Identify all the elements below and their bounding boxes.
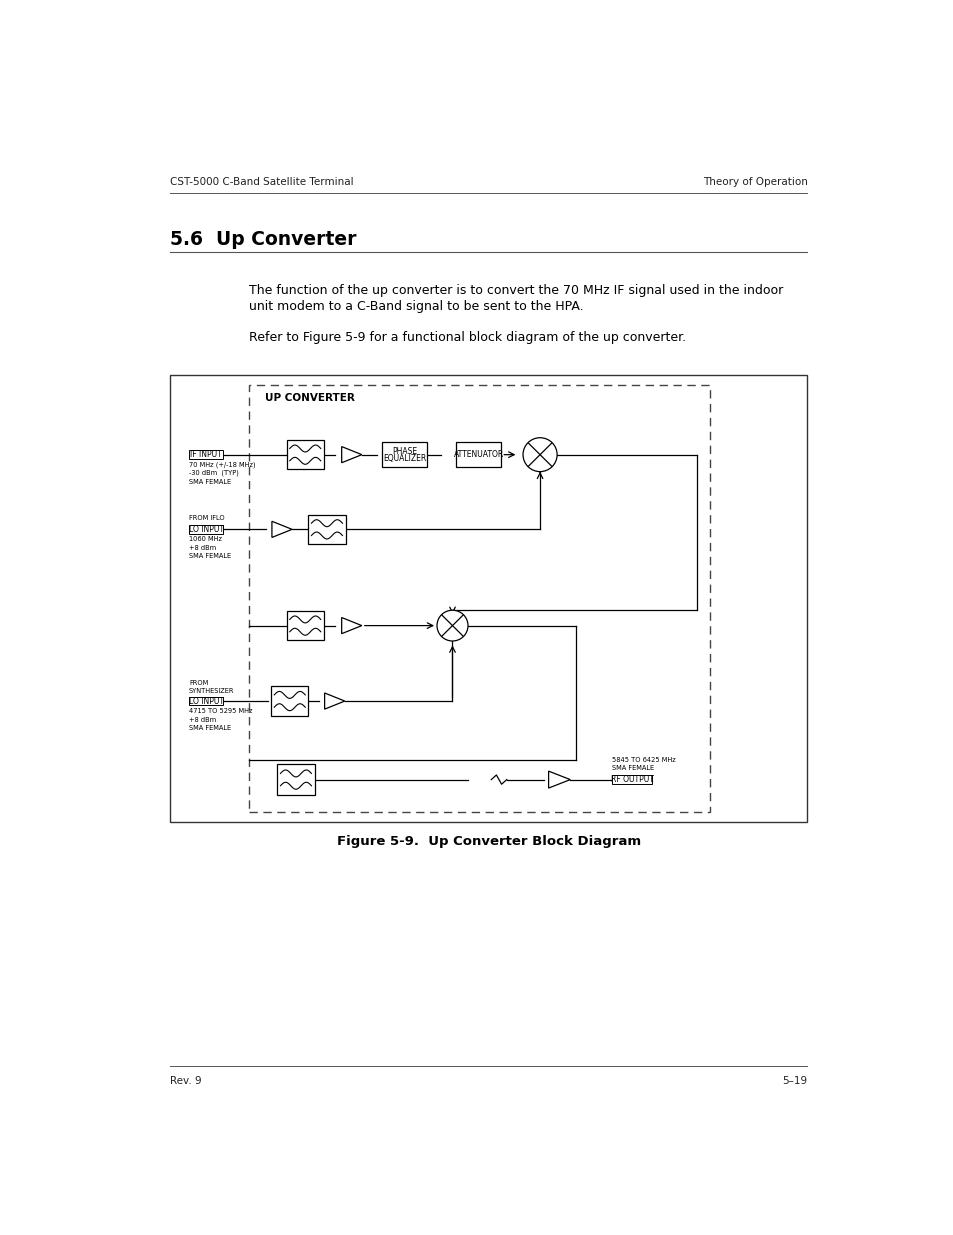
Bar	[249, 385, 709, 811]
Text: 1060 MHz: 1060 MHz	[189, 536, 222, 542]
Text: unit modem to a C-Band signal to be sent to the HPA.: unit modem to a C-Band signal to be sent…	[249, 300, 583, 312]
Text: 70 MHz (+/-18 MHz): 70 MHz (+/-18 MHz)	[189, 462, 255, 468]
Text: PHASE: PHASE	[392, 447, 416, 456]
Bar	[456, 442, 500, 467]
Text: FROM: FROM	[189, 679, 208, 685]
Text: Figure 5-9.  Up Converter Block Diagram: Figure 5-9. Up Converter Block Diagram	[336, 835, 640, 847]
Bar	[189, 697, 223, 705]
Bar	[286, 440, 323, 469]
Text: CST-5000 C-Band Satellite Terminal: CST-5000 C-Band Satellite Terminal	[171, 177, 354, 186]
Text: 5–19: 5–19	[781, 1077, 806, 1087]
Bar	[308, 515, 345, 543]
Polygon shape	[272, 521, 292, 537]
Text: 4715 TO 5295 MHz: 4715 TO 5295 MHz	[189, 708, 253, 714]
Bar	[271, 687, 308, 716]
Text: ATTENUATOR: ATTENUATOR	[454, 451, 503, 459]
Text: SMA FEMALE: SMA FEMALE	[189, 479, 231, 484]
Text: LO INPUT: LO INPUT	[189, 697, 223, 705]
Polygon shape	[341, 618, 361, 634]
Bar	[277, 764, 314, 795]
Circle shape	[522, 437, 557, 472]
Text: Theory of Operation: Theory of Operation	[701, 177, 806, 186]
Text: +8 dBm: +8 dBm	[189, 716, 216, 722]
Circle shape	[436, 610, 468, 641]
Bar	[612, 776, 652, 784]
Text: SMA FEMALE: SMA FEMALE	[612, 764, 654, 771]
Text: SMA FEMALE: SMA FEMALE	[189, 553, 231, 559]
Text: LO INPUT: LO INPUT	[189, 525, 223, 534]
Text: 5845 TO 6425 MHz: 5845 TO 6425 MHz	[612, 757, 675, 762]
Polygon shape	[548, 771, 570, 788]
Text: FROM IFLO: FROM IFLO	[189, 515, 224, 521]
Text: Refer to Figure 5-9 for a functional block diagram of the up converter.: Refer to Figure 5-9 for a functional blo…	[249, 331, 686, 343]
Text: UP CONVERTER: UP CONVERTER	[265, 394, 355, 404]
Text: The function of the up converter is to convert the 70 MHz IF signal used in the : The function of the up converter is to c…	[249, 284, 782, 298]
Text: SMA FEMALE: SMA FEMALE	[189, 725, 231, 731]
Text: Rev. 9: Rev. 9	[171, 1077, 202, 1087]
Text: RF OUTPUT: RF OUTPUT	[610, 776, 653, 784]
Text: -30 dBm  (TYP): -30 dBm (TYP)	[189, 469, 238, 477]
Text: EQUALIZER: EQUALIZER	[382, 453, 426, 463]
Text: IF INPUT: IF INPUT	[190, 451, 222, 459]
Polygon shape	[341, 447, 361, 463]
Text: SYNTHESIZER: SYNTHESIZER	[189, 688, 234, 694]
Text: +8 dBm: +8 dBm	[189, 545, 216, 551]
Polygon shape	[324, 693, 344, 709]
Text: 5.6  Up Converter: 5.6 Up Converter	[171, 230, 356, 248]
Bar	[189, 451, 223, 459]
Bar	[189, 525, 223, 534]
Bar	[286, 611, 323, 640]
Bar	[381, 442, 427, 467]
Bar	[171, 375, 806, 823]
